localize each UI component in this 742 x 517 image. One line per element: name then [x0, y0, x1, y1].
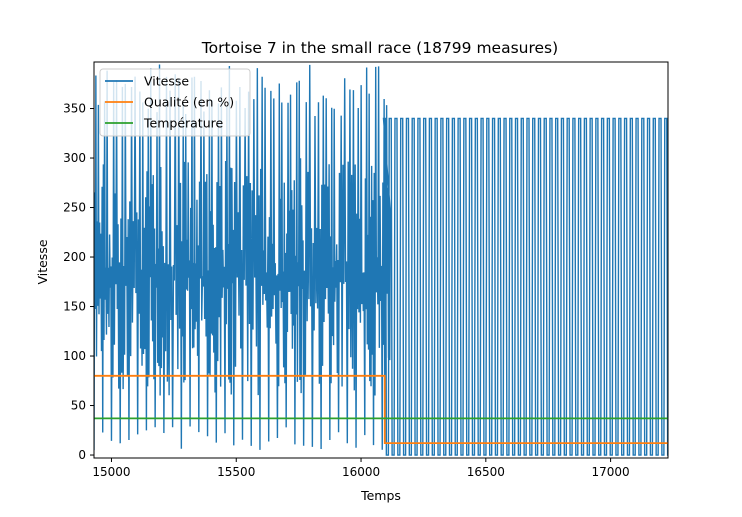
legend: Vitesse Qualité (en %) Température: [100, 69, 250, 136]
x-tick-label: 15500: [217, 465, 255, 479]
y-tick-label: 150: [63, 300, 86, 314]
y-tick-label: 50: [71, 399, 86, 413]
x-tick-label: 17000: [592, 465, 630, 479]
x-axis-label: Temps: [360, 488, 401, 503]
y-axis-label: Vitesse: [35, 239, 50, 284]
legend-label: Température: [143, 116, 223, 131]
y-tick-label: 350: [63, 102, 86, 116]
legend-label: Vitesse: [144, 74, 189, 89]
x-tick-label: 15000: [92, 465, 130, 479]
y-tick-label: 0: [78, 448, 86, 462]
x-tick-label: 16000: [342, 465, 380, 479]
chart-title: Tortoise 7 in the small race (18799 meas…: [201, 39, 558, 57]
y-tick-label: 250: [63, 201, 86, 215]
legend-label: Qualité (en %): [144, 95, 234, 110]
y-tick-label: 200: [63, 250, 86, 264]
y-tick-label: 100: [63, 349, 86, 363]
y-tick-label: 300: [63, 151, 86, 165]
x-tick-label: 16500: [467, 465, 505, 479]
